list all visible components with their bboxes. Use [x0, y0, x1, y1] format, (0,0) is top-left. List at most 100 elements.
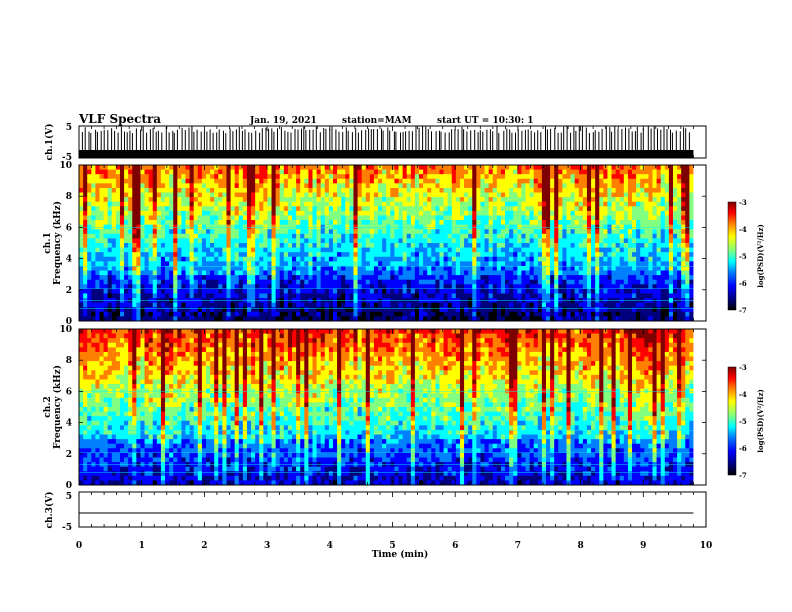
ch1-spectrogram-cell: [320, 215, 326, 221]
ch1-spectrogram-cell: [505, 256, 510, 262]
ch1-spectrogram-cell: [545, 229, 551, 235]
ch1-spectrogram-cell: [353, 256, 358, 262]
ch1-spectrogram-cell: [382, 247, 387, 253]
ch1-spectrogram-cell: [509, 197, 514, 203]
ch1-spectrogram-cell: [447, 192, 453, 198]
ch1-spectrogram-cell: [144, 210, 150, 216]
ch1-spectrogram-cell: [357, 197, 363, 203]
ch1-spectrogram-cell: [357, 265, 363, 271]
ch1-spectrogram-cell: [505, 169, 510, 175]
ch1-spectrogram-cell: [402, 243, 408, 248]
ch1-spectrogram-cell: [480, 261, 485, 267]
ch1-spectrogram-cell: [160, 174, 166, 180]
ch1-spectrogram-cell: [115, 197, 121, 203]
ch1-spectrogram-cell: [689, 220, 694, 226]
ch1-spectrogram-cell: [83, 165, 88, 170]
ch1-spectrogram-cell: [595, 302, 600, 308]
ch1-spectrogram-cell: [517, 169, 522, 175]
ch1-spectrogram-cell: [562, 233, 567, 239]
ch1-spectrogram-cell: [373, 201, 379, 207]
ch1-spectrogram-cell: [361, 233, 367, 239]
ch1-spectrogram-cell: [193, 288, 199, 294]
ch1-spectrogram-cell: [668, 243, 674, 248]
ch1-spectrogram-cell: [591, 178, 596, 184]
ch1-spectrogram-cell: [365, 284, 371, 290]
ch1-spectrogram-cell: [451, 284, 457, 290]
ch1-spectrogram-cell: [165, 201, 170, 207]
ch1-spectrogram-cell: [505, 247, 510, 253]
ch1-spectrogram-cell: [529, 197, 535, 203]
ch1-spectrogram-cell: [582, 247, 588, 253]
ch1-spectrogram-cell: [595, 197, 600, 203]
ch1-spectrogram-cell: [390, 210, 395, 216]
ch1-spectrogram-cell: [107, 220, 113, 226]
ch1-spectrogram-cell: [369, 183, 375, 189]
ch1-spectrogram-cell: [165, 197, 170, 203]
ch1-spectrogram-cell: [357, 279, 363, 285]
ch1-spectrogram-cell: [537, 233, 543, 239]
ch1-spectrogram-cell: [238, 243, 244, 248]
ch1-spectrogram-cell: [160, 279, 166, 285]
ch1-spectrogram-cell: [488, 229, 494, 235]
ch1-spectrogram-cell: [328, 261, 334, 267]
ch1-spectrogram-cell: [324, 215, 330, 221]
ch1-spectrogram-cell: [439, 165, 444, 170]
ch1-spectrogram-cell: [365, 293, 371, 299]
ch1-spectrogram-cell: [312, 165, 317, 170]
ch1-spectrogram-cell: [287, 270, 293, 276]
ch1-spectrogram-cell: [681, 197, 686, 203]
ch1-spectrogram-cell: [599, 220, 604, 226]
ch1-spectrogram-cell: [423, 256, 428, 262]
ch1-spectrogram-cell: [332, 265, 338, 271]
ch1-spectrogram-cell: [591, 229, 596, 235]
ch1-spectrogram-cell: [185, 293, 191, 299]
ch1-spectrogram-cell: [505, 311, 510, 317]
ch1-spectrogram-cell: [394, 233, 399, 239]
ch1-spectrogram-cell: [83, 187, 88, 193]
ch1-spectrogram-cell: [320, 279, 326, 285]
ch1-spectrogram-cell: [144, 247, 150, 253]
ch1-spectrogram-cell: [529, 192, 535, 198]
ch1-spectrogram-cell: [353, 247, 358, 253]
ch1-spectrogram-cell: [382, 233, 387, 239]
ch1-spectrogram-cell: [644, 233, 649, 239]
ch1-spectrogram-cell: [99, 311, 104, 317]
ch1-spectrogram-cell: [115, 247, 121, 253]
ch1-spectrogram-cell: [259, 187, 264, 193]
ch1-spectrogram-cell: [435, 307, 440, 313]
ch1-spectrogram-cell: [435, 210, 440, 216]
ch1-spectrogram-cell: [324, 201, 330, 207]
ch1-spectrogram-cell: [140, 270, 145, 276]
ch1-spectrogram-cell: [550, 261, 555, 267]
ch1-spectrogram-cell: [496, 169, 502, 175]
ch1-spectrogram-cell: [144, 206, 150, 212]
ch1-spectrogram-cell: [255, 284, 260, 290]
ch1-spectrogram-cell: [210, 192, 215, 198]
ch1-spectrogram-cell: [91, 238, 96, 244]
ch1-spectrogram-cell: [681, 210, 686, 216]
ch1-spectrogram-cell: [156, 243, 162, 248]
ch1-spectrogram-cell: [132, 256, 137, 262]
ch1-spectrogram-cell: [476, 174, 481, 180]
ch1-spectrogram-cell: [226, 261, 231, 267]
ch1-spectrogram-cell: [582, 288, 588, 294]
ch1-spectrogram-cell: [472, 275, 477, 281]
ch1-spectrogram-cell: [386, 279, 391, 285]
ch1-spectrogram-cell: [292, 293, 297, 299]
ch1-spectrogram-cell: [251, 183, 256, 189]
ch1-spectrogram-cell: [296, 288, 301, 294]
ch1-spectrogram-cell: [304, 238, 309, 244]
ch1-spectrogram-cell: [79, 252, 84, 258]
ch1-spectrogram-cell: [234, 187, 240, 193]
ch1-spectrogram-cell: [361, 210, 367, 216]
ch1-spectrogram-cell: [320, 192, 326, 198]
ch1-spectrogram-cell: [664, 288, 670, 294]
ch1-spectrogram-cell: [140, 252, 145, 258]
ch1-spectrogram-cell: [79, 307, 84, 313]
ch1-spectrogram-cell: [148, 265, 154, 271]
ch1-spectrogram-cell: [226, 187, 231, 193]
ch1-spectrogram-cell: [472, 165, 477, 170]
ch1-spectrogram-cell: [234, 265, 240, 271]
ch1-spectrogram-cell: [435, 275, 440, 281]
ch1-spectrogram-cell: [242, 187, 248, 193]
